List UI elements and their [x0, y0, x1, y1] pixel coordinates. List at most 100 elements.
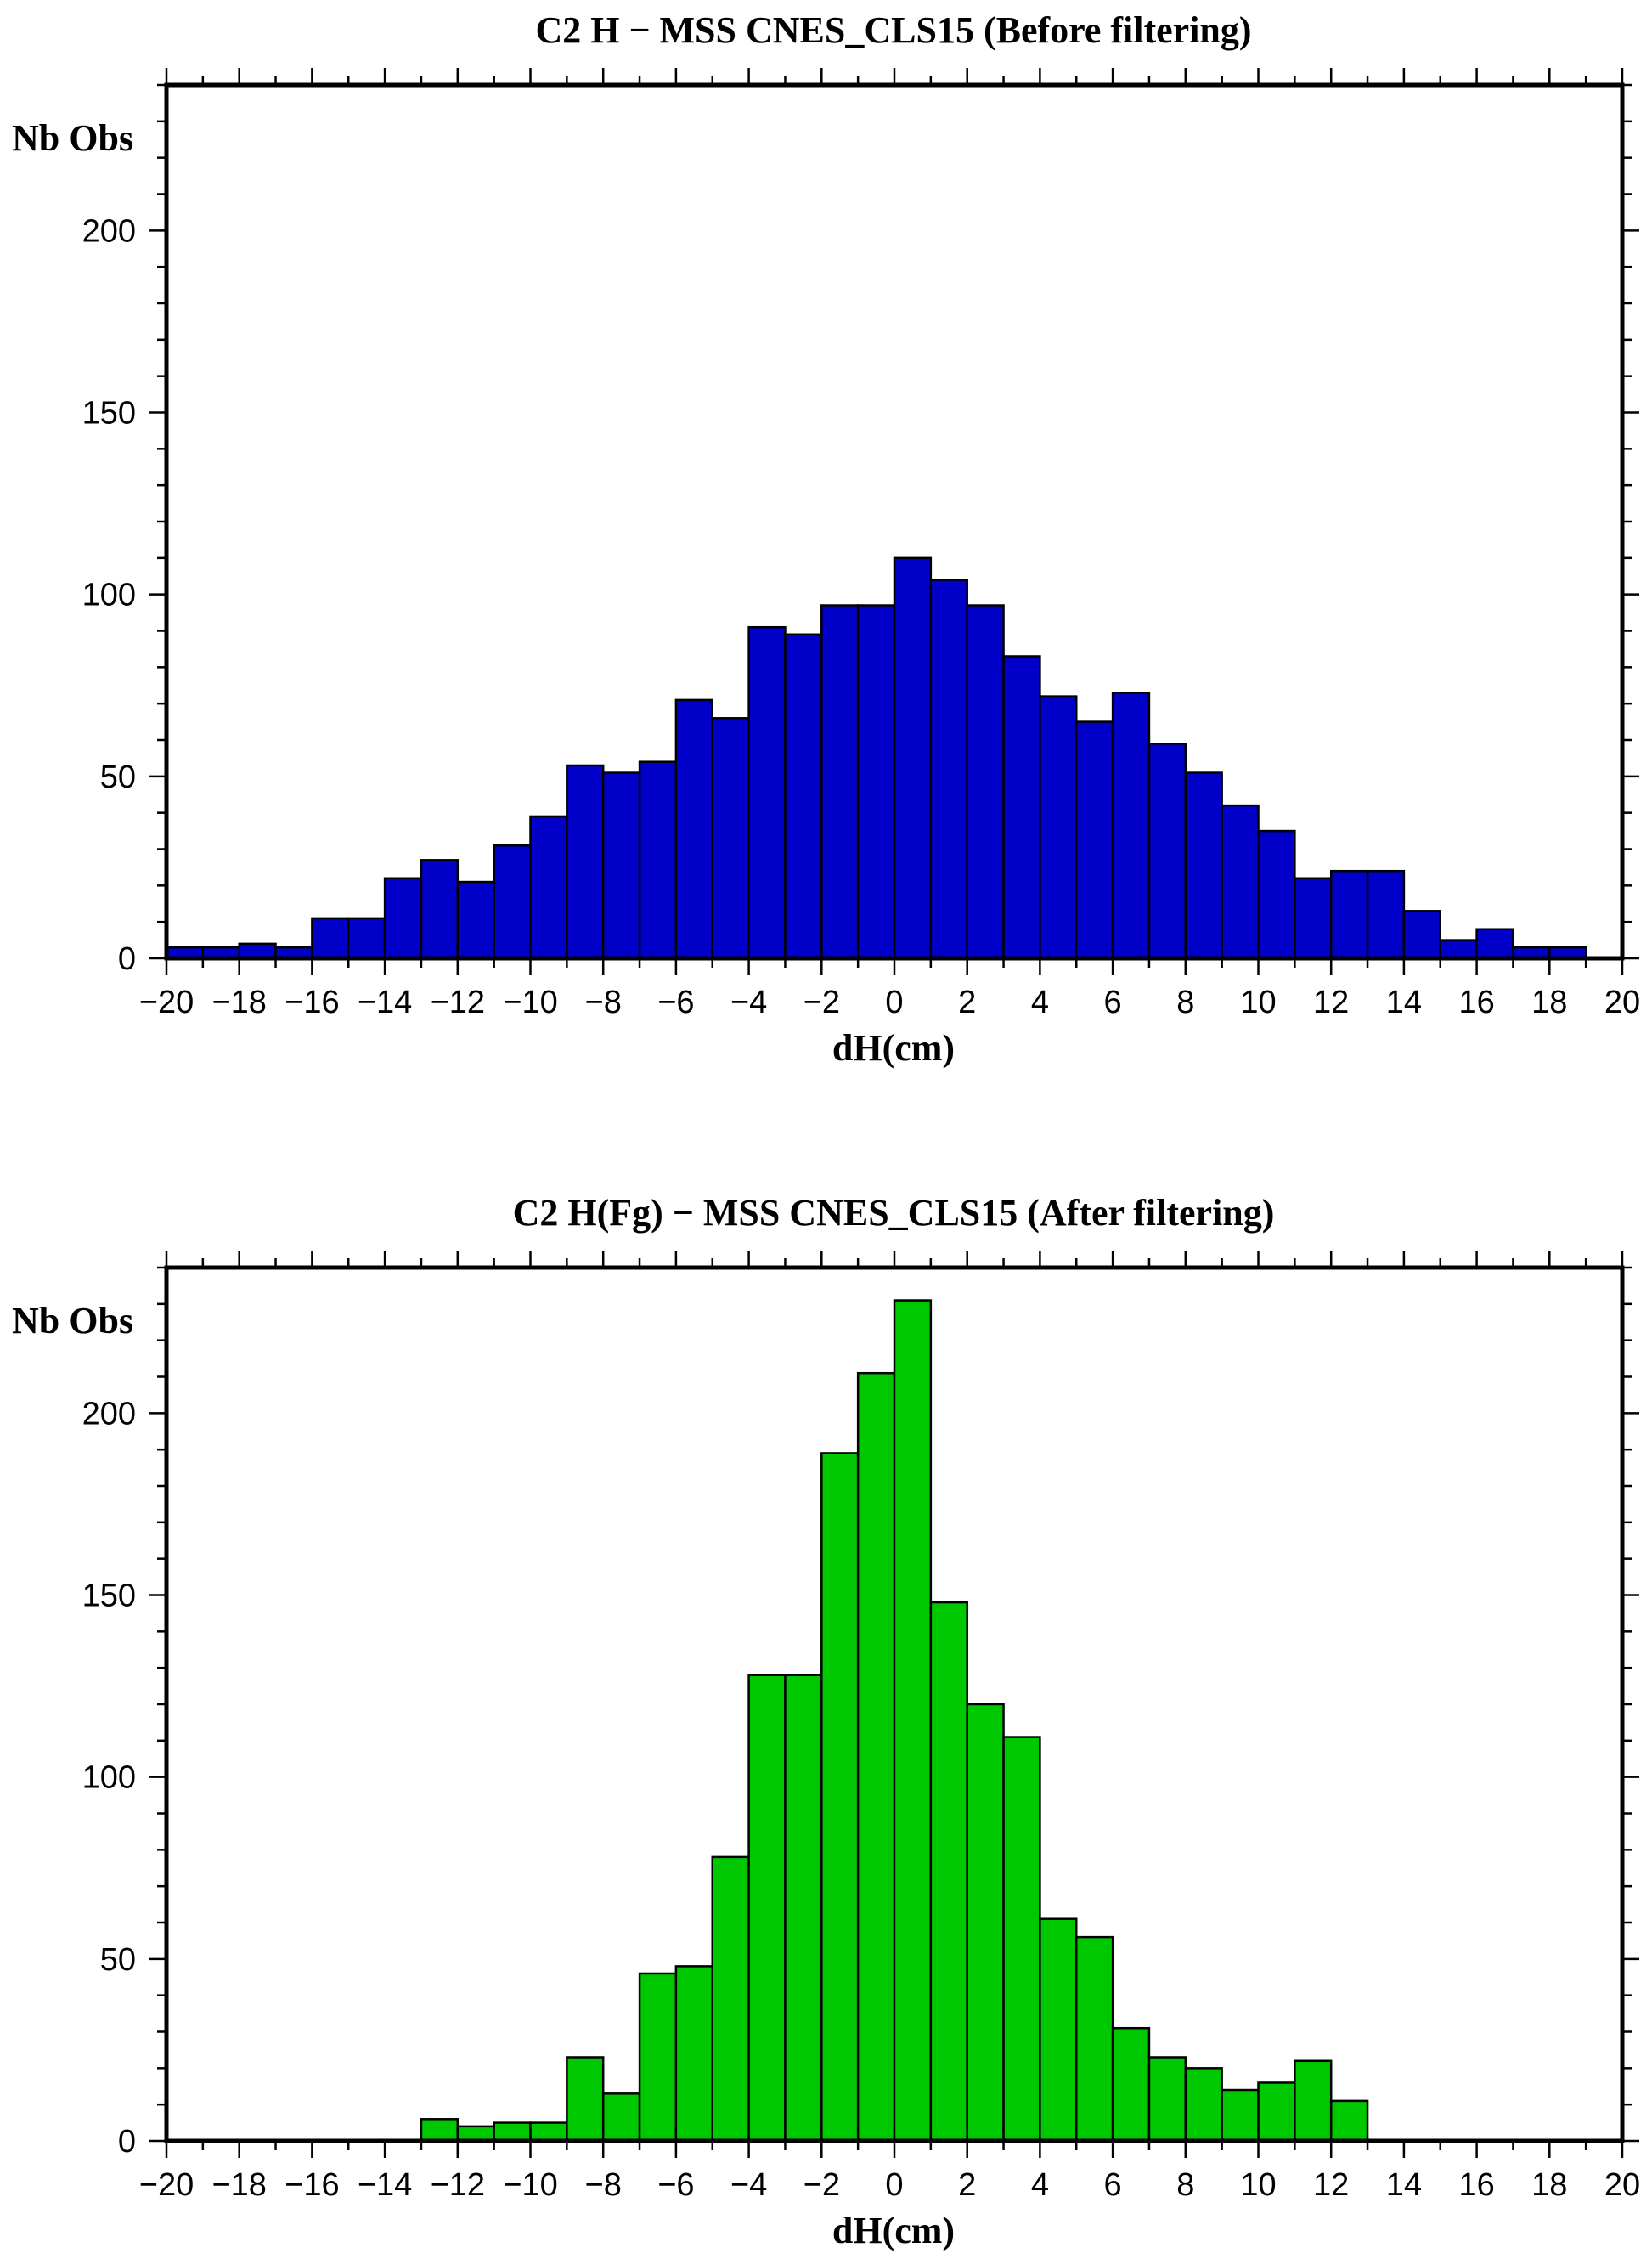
histogram-bar	[674, 698, 714, 960]
histogram-bar	[493, 2121, 532, 2143]
histogram-bar	[529, 2121, 568, 2143]
histogram-bar	[929, 1601, 968, 2143]
histogram-bar	[638, 760, 678, 960]
histogram-bar	[674, 1965, 714, 2143]
x-tick-label: 2	[958, 2167, 976, 2203]
x-tick-label: 14	[1386, 2167, 1422, 2203]
histogram-bar	[638, 1972, 678, 2143]
x-tick-label: −10	[503, 985, 557, 1020]
x-tick-label: −8	[585, 985, 622, 1020]
y-tick-label: 200	[82, 213, 136, 249]
x-tick-label: 16	[1458, 2167, 1494, 2203]
x-axis-label: dH(cm)	[832, 2210, 955, 2251]
y-tick-label: 150	[82, 396, 136, 432]
x-tick-label: 10	[1240, 2167, 1276, 2203]
histogram-bar	[566, 2056, 605, 2143]
x-tick-label: 8	[1176, 2167, 1194, 2203]
x-tick-label: −16	[285, 985, 339, 1020]
x-tick-label: −2	[803, 985, 840, 1020]
x-tick-label: 20	[1604, 985, 1640, 1020]
histogram-bar	[1294, 2059, 1333, 2143]
histogram-bar	[784, 633, 823, 960]
histogram-bar	[966, 1703, 1005, 2143]
x-tick-label: −12	[431, 985, 485, 1020]
histogram-bar	[1475, 928, 1514, 960]
histogram-bar	[493, 844, 532, 960]
histogram-bar	[1221, 2088, 1260, 2143]
y-tick-label: 50	[100, 760, 136, 795]
histogram-bar	[1257, 2081, 1296, 2143]
x-tick-label: −20	[139, 985, 194, 1020]
y-tick-label: 150	[82, 1578, 136, 1614]
histogram-bar	[1329, 869, 1369, 960]
y-tick-label: 0	[118, 2124, 136, 2160]
histogram-bar	[1439, 939, 1478, 960]
y-axis-label: Nb Obs	[12, 1300, 133, 1341]
x-axis-label: dH(cm)	[832, 1027, 955, 1069]
histogram-bar	[420, 859, 460, 960]
x-tick-label: −10	[503, 2167, 557, 2203]
y-tick-label: 0	[118, 941, 136, 977]
x-tick-label: −6	[657, 985, 694, 1020]
x-tick-label: −4	[730, 985, 767, 1020]
chart-title: C2 H − MSS CNES_CLS15 (Before filtering)	[535, 9, 1251, 51]
histogram-bar	[529, 815, 568, 960]
x-tick-label: −18	[211, 985, 266, 1020]
histogram-bar	[566, 764, 605, 960]
x-tick-label: 14	[1386, 985, 1422, 1020]
y-tick-label: 50	[100, 1942, 136, 1978]
histogram-bar	[1002, 1736, 1041, 2143]
histogram-bar	[383, 877, 423, 960]
histogram-bar	[420, 2118, 460, 2143]
x-tick-label: −16	[285, 2167, 339, 2203]
histogram-bar	[820, 604, 860, 960]
x-tick-label: −2	[803, 2167, 840, 2203]
histogram-bar	[1366, 869, 1406, 960]
x-tick-label: −18	[211, 2167, 266, 2203]
histogram-bar	[1075, 1935, 1114, 2143]
x-tick-label: −8	[585, 2167, 622, 2203]
histogram-bar	[601, 2092, 641, 2143]
x-tick-label: 4	[1031, 985, 1049, 1020]
histogram-bar	[966, 604, 1005, 960]
histogram-bar	[856, 1371, 896, 2143]
x-tick-label: 10	[1240, 985, 1276, 1020]
histogram-bar	[784, 1674, 823, 2143]
x-tick-label: 12	[1313, 985, 1349, 1020]
x-tick-label: −6	[657, 2167, 694, 2203]
histogram-bar	[601, 771, 641, 960]
y-axis-label: Nb Obs	[12, 117, 133, 159]
histogram-bar	[311, 917, 350, 960]
x-tick-label: 12	[1313, 2167, 1349, 2203]
histogram-bar	[1294, 877, 1333, 960]
histogram-bar	[929, 579, 968, 960]
y-tick-label: 100	[82, 578, 136, 613]
x-tick-label: −4	[730, 2167, 767, 2203]
histogram-bar	[820, 1452, 860, 2143]
histogram-bar	[1329, 2099, 1369, 2143]
histogram-bar	[1039, 1917, 1078, 2143]
histogram-bar	[1002, 655, 1041, 960]
y-tick-label: 200	[82, 1396, 136, 1432]
histogram-bar	[1075, 720, 1114, 960]
histogram-bar	[747, 625, 787, 960]
x-tick-label: 0	[885, 985, 903, 1020]
histogram-bar	[856, 604, 896, 960]
histogram-bar	[238, 942, 277, 960]
x-tick-label: 0	[885, 2167, 903, 2203]
x-tick-label: −20	[139, 2167, 194, 2203]
x-tick-label: 8	[1176, 985, 1194, 1020]
histogram-bar	[747, 1674, 787, 2143]
histogram-bar	[456, 880, 495, 960]
histogram-after-filtering: C2 H(Fg) − MSS CNES_CLS15 (After filteri…	[12, 1192, 1640, 2251]
histogram-bar	[1039, 695, 1078, 960]
histogram-bar	[1257, 829, 1296, 960]
histogram-bar	[1184, 771, 1223, 960]
x-tick-label: 6	[1104, 985, 1122, 1020]
x-tick-label: 18	[1531, 2167, 1567, 2203]
histogram-bar	[1147, 2056, 1187, 2143]
histogram-bar	[1111, 692, 1151, 960]
plot-area: −20 −18 −16 −14 −12 −10 −8 −6 −4 −2 0 2 4 6 8 10 12 14 16 1…	[82, 68, 1640, 1020]
histogram-bar	[1111, 2026, 1151, 2143]
